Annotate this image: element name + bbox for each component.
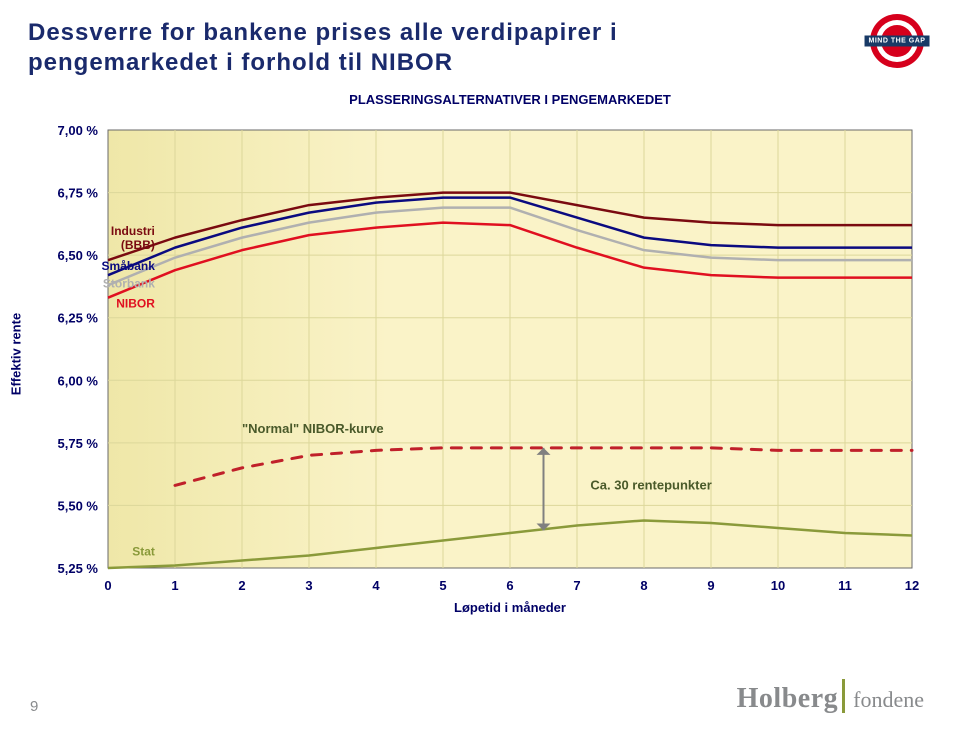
svg-text:7,00 %: 7,00 % (58, 123, 99, 138)
svg-text:2: 2 (238, 578, 245, 593)
title-line-2: pengemarkedet i forhold til NIBOR (28, 49, 453, 76)
chart-container: Effektiv rente PLASSERINGSALTERNATIVER I… (28, 84, 932, 624)
y-axis-label: Effektiv rente (9, 313, 24, 395)
svg-text:5,25 %: 5,25 % (58, 561, 99, 576)
svg-text:12: 12 (905, 578, 919, 593)
yield-curve-chart: PLASSERINGSALTERNATIVER I PENGEMARKEDET 5… (28, 84, 928, 624)
svg-text:Storbank: Storbank (103, 277, 155, 291)
logo-text: MIND THE GAP (865, 36, 930, 47)
svg-text:Industri: Industri (111, 224, 155, 238)
svg-text:5,50 %: 5,50 % (58, 498, 99, 513)
svg-text:5,75 %: 5,75 % (58, 436, 99, 451)
svg-text:6,75 %: 6,75 % (58, 186, 99, 201)
brand-sub: fondene (853, 687, 924, 712)
svg-text:NIBOR: NIBOR (116, 297, 155, 311)
svg-text:PLASSERINGSALTERNATIVER I PENG: PLASSERINGSALTERNATIVER I PENGEMARKEDET (349, 92, 671, 107)
svg-text:6,00 %: 6,00 % (58, 373, 99, 388)
brand-main: Holberg (737, 683, 839, 714)
svg-text:7: 7 (573, 578, 580, 593)
svg-text:Ca. 30 rentepunkter: Ca. 30 rentepunkter (590, 477, 711, 492)
svg-text:Stat: Stat (132, 544, 155, 558)
page-number: 9 (30, 698, 38, 715)
svg-text:6: 6 (506, 578, 513, 593)
svg-text:5: 5 (439, 578, 446, 593)
mind-the-gap-logo: MIND THE GAP (870, 14, 924, 68)
svg-text:10: 10 (771, 578, 785, 593)
svg-text:0: 0 (104, 578, 111, 593)
brand-divider (842, 679, 845, 713)
svg-text:6,25 %: 6,25 % (58, 311, 99, 326)
svg-text:(BBB): (BBB) (121, 238, 155, 252)
svg-text:Løpetid i måneder: Løpetid i måneder (454, 600, 566, 615)
svg-text:"Normal" NIBOR-kurve: "Normal" NIBOR-kurve (242, 421, 384, 436)
svg-text:8: 8 (640, 578, 647, 593)
svg-text:11: 11 (838, 578, 852, 593)
brand-logo: Holberg fondene (737, 679, 924, 715)
svg-text:6,50 %: 6,50 % (58, 248, 99, 263)
title-line-1: Dessverre for bankene prises alle verdip… (28, 19, 618, 46)
svg-text:3: 3 (305, 578, 312, 593)
svg-text:9: 9 (707, 578, 714, 593)
svg-text:Småbank: Småbank (102, 259, 156, 273)
svg-text:4: 4 (372, 578, 380, 593)
svg-text:1: 1 (171, 578, 178, 593)
